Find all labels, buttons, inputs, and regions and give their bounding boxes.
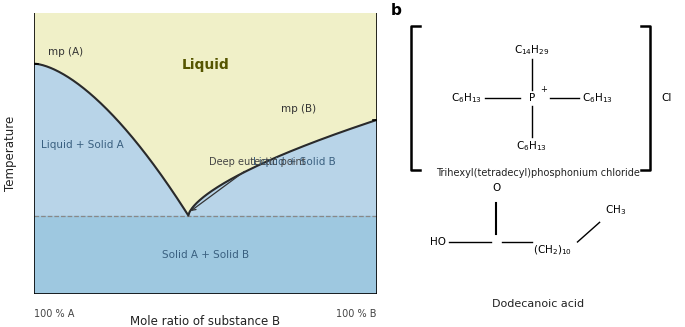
Text: b: b [390, 3, 401, 18]
Text: P: P [529, 93, 535, 103]
Text: Trihexyl(tetradecyl)phosphonium chloride: Trihexyl(tetradecyl)phosphonium chloride [436, 168, 640, 178]
Text: Liquid + Solid B: Liquid + Solid B [253, 157, 336, 167]
Text: $\rm CH_3$: $\rm CH_3$ [606, 204, 627, 217]
Polygon shape [34, 13, 377, 215]
Polygon shape [34, 64, 188, 215]
Text: Deep eutectic point: Deep eutectic point [192, 157, 306, 210]
Text: mp (A): mp (A) [48, 47, 83, 57]
Text: HO: HO [430, 237, 447, 247]
Text: 100 % A: 100 % A [34, 309, 75, 319]
Text: $\rm C_6H_{13}$: $\rm C_6H_{13}$ [582, 91, 613, 105]
Text: O: O [493, 183, 501, 193]
Polygon shape [188, 120, 377, 215]
Text: $\rm C_6H_{13}$: $\rm C_6H_{13}$ [516, 139, 547, 153]
Text: $\rm (CH_2)_{10}$: $\rm (CH_2)_{10}$ [533, 244, 572, 257]
Text: +: + [540, 85, 547, 95]
Text: Liquid + Solid A: Liquid + Solid A [41, 140, 123, 150]
Text: Cl: Cl [662, 93, 672, 103]
Text: Mole ratio of substance B: Mole ratio of substance B [130, 315, 281, 327]
Text: $\rm C_6H_{13}$: $\rm C_6H_{13}$ [451, 91, 482, 105]
Text: $\rm C_{14}H_{29}$: $\rm C_{14}H_{29}$ [514, 43, 549, 57]
Text: Dodecanoic acid: Dodecanoic acid [492, 299, 584, 309]
Polygon shape [34, 215, 377, 294]
Text: mp (B): mp (B) [281, 104, 316, 113]
Text: Solid A + Solid B: Solid A + Solid B [162, 250, 249, 260]
Text: 100 % B: 100 % B [336, 309, 377, 319]
Text: Liquid: Liquid [182, 58, 229, 72]
Text: Temperature: Temperature [4, 116, 16, 191]
Text: −: − [684, 82, 685, 92]
